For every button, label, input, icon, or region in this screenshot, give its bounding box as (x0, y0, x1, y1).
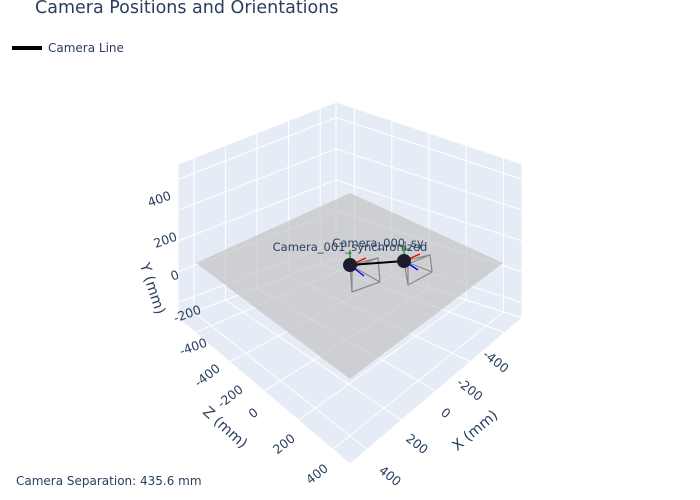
z-tick-400: 400 (303, 461, 331, 488)
gridline (298, 299, 467, 421)
z-tick-0: 0 (245, 405, 261, 422)
y-axis-title: Y (mm) (136, 260, 168, 316)
legend-label-camera-line: Camera Line (48, 41, 124, 55)
ground-plane (196, 193, 503, 379)
camera-frustums (349, 254, 433, 293)
camera-label-001: Camera_001_synchronized (273, 240, 428, 254)
legend-swatch-camera-line (12, 46, 42, 50)
x-tick-neg200: -200 (454, 375, 486, 404)
gridline (335, 179, 523, 242)
y-tick-neg400: -400 (177, 335, 209, 359)
legend[interactable]: Camera Line (12, 41, 124, 55)
y-tick-400: 400 (145, 188, 173, 210)
z-tick-neg400: -400 (191, 361, 223, 390)
camera-label-000: Camera_000_sy (332, 236, 424, 250)
camera-marker-000[interactable] (343, 258, 357, 272)
y-tick-200: 200 (151, 229, 179, 251)
z-axis-title: Z (mm) (199, 404, 250, 452)
gridline (177, 179, 337, 242)
x-axis-title: X (mm) (450, 407, 502, 454)
camera-line (349, 260, 405, 266)
x-tick-400: 400 (376, 463, 404, 490)
camera-separation-annotation: Camera Separation: 435.6 mm (16, 474, 202, 488)
x-tick-0: 0 (438, 405, 454, 422)
chart-title: Camera Positions and Orientations (35, 0, 339, 18)
z-tick-200: 200 (270, 431, 298, 458)
gridline (332, 311, 504, 450)
x-tick-200: 200 (403, 431, 431, 458)
x-tick-neg400: -400 (480, 347, 512, 376)
camera-marker-001[interactable] (397, 254, 411, 268)
z-tick-neg200: -200 (214, 382, 246, 411)
